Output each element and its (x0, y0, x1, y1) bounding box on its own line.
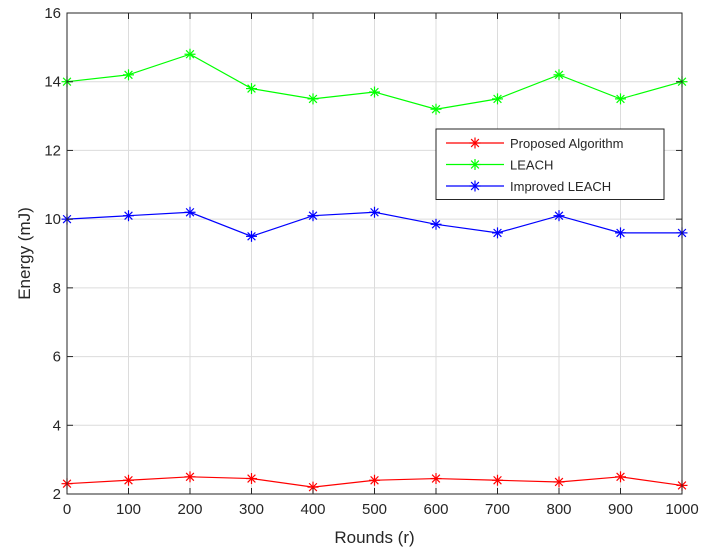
series-1 (61, 48, 688, 115)
legend-marker (469, 180, 481, 192)
data-point (553, 69, 565, 81)
data-point (184, 206, 196, 218)
data-point (307, 93, 319, 105)
axis-ticks: 0 100 200 300 400 500 600 700 800 900 1000 2 4 6 8 10 12… (44, 5, 698, 518)
x-tick-label: 500 (362, 501, 387, 518)
data-point (369, 474, 380, 486)
data-point (492, 93, 503, 105)
legend: Proposed Algorithm LEACH Improved LEACH (435, 128, 665, 200)
y-tick-label: 6 (53, 349, 61, 366)
series-layer (61, 48, 688, 493)
data-point (184, 471, 196, 483)
x-tick-label: 1000 (665, 501, 698, 518)
data-point (369, 206, 380, 218)
x-tick-label: 600 (423, 501, 448, 518)
y-tick-label: 14 (44, 74, 61, 91)
y-tick-label: 8 (53, 280, 61, 297)
y-tick-label: 2 (53, 486, 61, 503)
legend-item: LEACH (446, 158, 553, 173)
data-point (615, 471, 626, 483)
data-point (123, 69, 134, 81)
data-point (123, 210, 134, 222)
x-axis-label: Rounds (r) (334, 528, 414, 547)
data-point (123, 474, 134, 486)
data-point (430, 218, 442, 230)
x-tick-label: 700 (485, 501, 510, 518)
x-tick-label: 900 (608, 501, 633, 518)
data-point (615, 227, 626, 239)
y-tick-label: 12 (44, 142, 61, 159)
legend-label: Improved LEACH (510, 179, 611, 194)
data-point (615, 93, 626, 105)
legend-label: LEACH (510, 158, 553, 173)
data-point (246, 230, 257, 242)
series-2 (61, 206, 688, 242)
y-tick-label: 4 (53, 417, 61, 434)
data-point (246, 473, 257, 485)
x-tick-label: 100 (116, 501, 141, 518)
legend-item: Proposed Algorithm (446, 136, 623, 151)
legend-marker (469, 137, 481, 149)
data-point (246, 83, 257, 95)
data-point (430, 473, 442, 485)
y-tick-label: 10 (44, 211, 61, 228)
data-point (492, 227, 503, 239)
y-tick-label: 16 (44, 5, 61, 22)
data-point (553, 476, 565, 488)
legend-marker (469, 159, 481, 170)
x-tick-label: 400 (300, 501, 325, 518)
x-tick-label: 200 (177, 501, 202, 518)
data-point (492, 474, 503, 486)
data-point (184, 48, 196, 60)
x-tick-label: 800 (546, 501, 571, 518)
x-tick-label: 300 (239, 501, 264, 518)
x-tick-label: 0 (63, 501, 71, 518)
y-axis-label: Energy (mJ) (15, 207, 34, 300)
data-point (553, 210, 565, 222)
legend-label: Proposed Algorithm (510, 136, 623, 151)
legend-item: Improved LEACH (446, 179, 611, 194)
data-point (430, 103, 442, 115)
data-point (307, 210, 319, 222)
data-point (369, 86, 380, 98)
